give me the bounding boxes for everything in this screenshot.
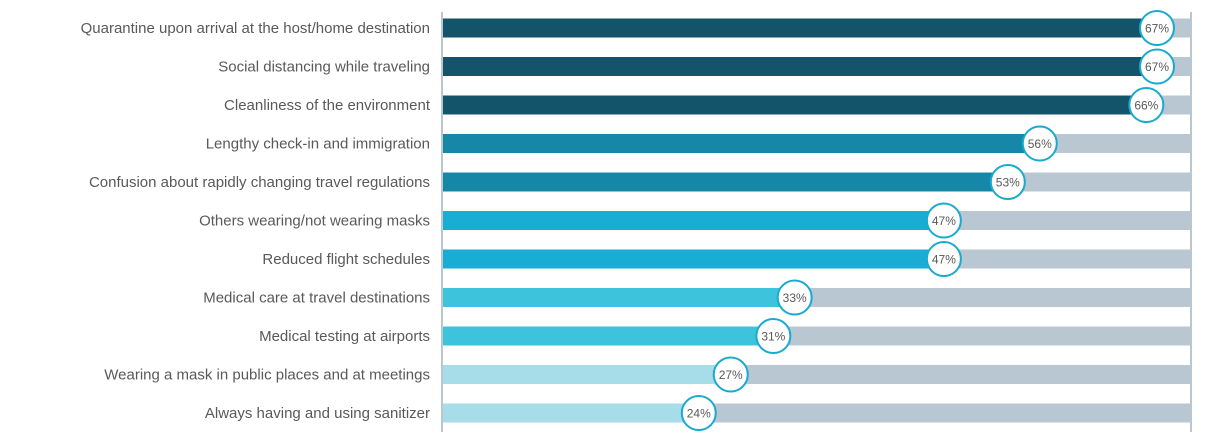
value-label-circle (1021, 125, 1058, 162)
bar-row: Lengthy check-in and immigration 56% (206, 125, 1191, 162)
category-label: Reduced flight schedules (262, 251, 430, 268)
bar (443, 249, 944, 269)
value-label: 67% (1145, 22, 1169, 36)
category-label: Cleanliness of the environment (224, 97, 431, 114)
value-label-circle (680, 395, 717, 431)
bar (443, 57, 1157, 76)
category-label: Medical testing at airports (259, 328, 430, 345)
bar-row: Others wearing/not wearing masks 47% (199, 202, 1191, 239)
bar (443, 365, 731, 384)
value-label-circle (989, 164, 1026, 200)
value-label: 27% (719, 368, 743, 382)
value-label-circle (1139, 48, 1175, 85)
value-label: 47% (932, 214, 956, 228)
value-label-circle (1128, 87, 1165, 123)
value-label-circle (925, 241, 962, 277)
bar-row: Wearing a mask in public places and at m… (104, 356, 1191, 393)
value-label: 66% (1134, 99, 1158, 113)
category-label: Always having and using sanitizer (205, 405, 430, 422)
category-label: Others wearing/not wearing masks (199, 213, 430, 230)
bar-row: Confusion about rapidly changing travel … (89, 164, 1191, 200)
value-label-circle (712, 356, 749, 393)
value-label: 24% (687, 407, 711, 421)
bar-row: Always having and using sanitizer 24% (205, 395, 1191, 431)
category-label: Lengthy check-in and immigration (206, 136, 430, 153)
value-label: 47% (932, 253, 956, 267)
category-label: Quarantine upon arrival at the host/home… (81, 20, 430, 37)
bar-row: Medical care at travel destinations 33% (203, 279, 1191, 316)
bar-row: Quarantine upon arrival at the host/home… (81, 10, 1191, 46)
value-label: 33% (783, 291, 807, 305)
bar (443, 326, 774, 346)
bar (443, 95, 1147, 115)
value-label-circle (925, 202, 962, 239)
bar (443, 18, 1157, 38)
bar-row: Medical testing at airports 31% (259, 318, 1191, 354)
bar-row: Reduced flight schedules 47% (262, 241, 1191, 277)
bar (443, 211, 944, 230)
category-label: Medical care at travel destinations (203, 290, 430, 307)
value-label-circle (1139, 10, 1175, 46)
value-label: 31% (761, 330, 785, 344)
value-label: 56% (1028, 137, 1052, 151)
bar (443, 288, 795, 307)
value-label-circle (755, 318, 792, 354)
bar-row: Social distancing while traveling 67% (218, 48, 1191, 85)
category-label: Wearing a mask in public places and at m… (104, 367, 430, 384)
bar (443, 403, 699, 423)
category-label: Confusion about rapidly changing travel … (89, 174, 430, 191)
bar (443, 134, 1040, 153)
bar-row: Cleanliness of the environment 66% (224, 87, 1191, 123)
category-label: Social distancing while traveling (218, 59, 430, 76)
bar (443, 172, 1008, 192)
value-label: 53% (996, 176, 1020, 190)
value-label-circle (776, 279, 813, 316)
value-label: 67% (1145, 60, 1169, 74)
